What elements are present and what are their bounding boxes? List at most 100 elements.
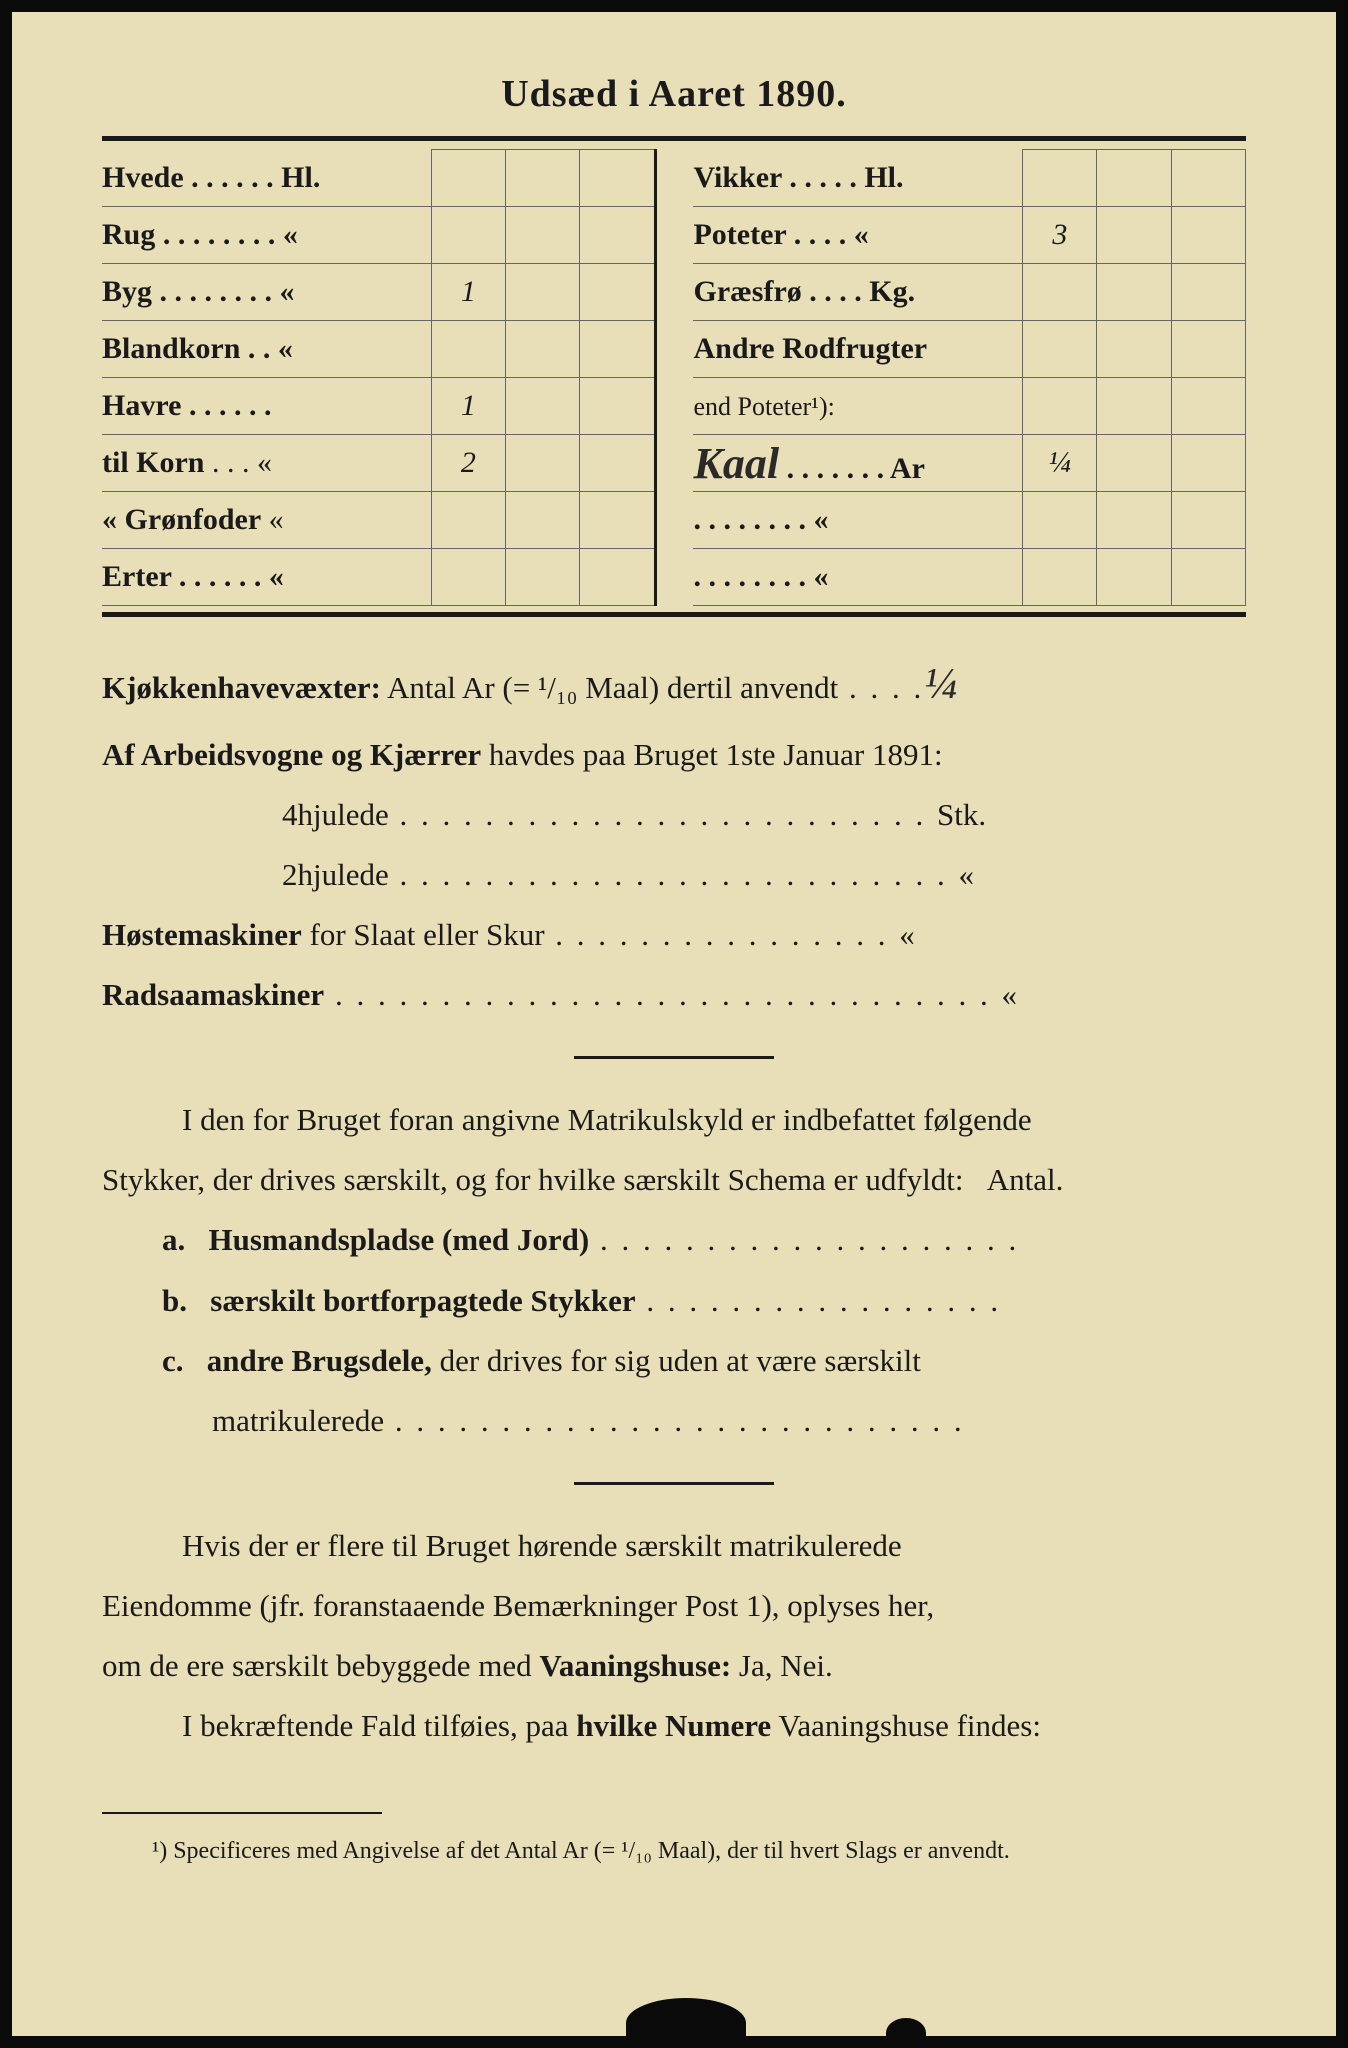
item-c-line2: matrikulerede . . . . . . . . . . . . . … xyxy=(102,1395,1246,1447)
table-row: Erter . . . . . . « . . . . . . . . « xyxy=(102,549,1246,606)
page-title: Udsæd i Aaret 1890. xyxy=(102,72,1246,116)
data-cell xyxy=(505,207,579,264)
line-arbeids: Af Arbeidsvogne og Kjærrer havdes paa Br… xyxy=(102,729,1246,781)
row-label-left: « Grønfoder « xyxy=(102,492,431,549)
data-cell xyxy=(580,321,655,378)
data-cell xyxy=(1023,492,1097,549)
data-cell xyxy=(1171,207,1245,264)
data-cell xyxy=(431,150,505,207)
row-label-left: Havre . . . . . . xyxy=(102,378,431,435)
column-divider xyxy=(655,549,693,606)
column-divider xyxy=(655,264,693,321)
line-radsaa: Radsaamaskiner . . . . . . . . . . . . .… xyxy=(102,969,1246,1021)
data-cell xyxy=(1023,150,1097,207)
data-cell xyxy=(1171,549,1245,606)
data-cell xyxy=(1097,321,1171,378)
document-page: Udsæd i Aaret 1890. Hvede . . . . . . Hl… xyxy=(0,0,1348,2048)
para2-line3: om de ere særskilt bebyggede med Vaaning… xyxy=(102,1640,1246,1692)
data-cell xyxy=(580,378,655,435)
row-label-right: . . . . . . . . « xyxy=(693,549,1022,606)
row-label-right: Græsfrø . . . . Kg. xyxy=(693,264,1022,321)
column-divider xyxy=(655,321,693,378)
row-label-right: . . . . . . . . « xyxy=(693,492,1022,549)
dots: . . . . . . . . . . . . . . . . . . . . … xyxy=(389,797,937,832)
item-c: c. andre Brugsdele, der drives for sig u… xyxy=(102,1335,1246,1387)
kjokken-text: Antal Ar (= ¹/₁₀ Maal) dertil anvendt xyxy=(381,670,838,705)
data-cell xyxy=(431,207,505,264)
data-cell xyxy=(1023,264,1097,321)
radsaa-unit: « xyxy=(1001,977,1017,1012)
para2c-text: om de ere særskilt bebyggede med xyxy=(102,1648,539,1683)
torn-edge-2 xyxy=(886,2018,926,2048)
para1-line2: Stykker, der drives særskilt, og for hvi… xyxy=(102,1154,1246,1206)
table-row: Hvede . . . . . . Hl. Vikker . . . . . Hl… xyxy=(102,150,1246,207)
data-cell xyxy=(1023,549,1097,606)
footnote-marker: ¹) xyxy=(152,1838,167,1864)
dots: . . . . . . . . . . . . . . . . xyxy=(545,917,900,952)
data-cell xyxy=(580,492,655,549)
data-cell xyxy=(1097,264,1171,321)
arbeids-label: Af Arbeidsvogne og Kjærrer xyxy=(102,737,481,772)
table-row: Rug . . . . . . . . «Poteter . . . . «3 xyxy=(102,207,1246,264)
data-cell: 3 xyxy=(1023,207,1097,264)
table-row: « Grønfoder « . . . . . . . . « xyxy=(102,492,1246,549)
item-c-label: andre Brugsdele, xyxy=(207,1343,432,1378)
table-row: Byg . . . . . . . . «1Græsfrø . . . . Kg… xyxy=(102,264,1246,321)
divider-1 xyxy=(574,1056,774,1059)
column-divider xyxy=(655,207,693,264)
row-label-right: Vikker . . . . . Hl. xyxy=(693,150,1022,207)
item-c-letter: c. xyxy=(162,1343,184,1378)
data-cell xyxy=(505,435,579,492)
kjokken-value: ¼ xyxy=(924,659,957,708)
seed-table: Hvede . . . . . . Hl. Vikker . . . . . Hl… xyxy=(102,149,1246,606)
data-cell xyxy=(1171,264,1245,321)
para1b-text: Stykker, der drives særskilt, og for hvi… xyxy=(102,1162,963,1197)
column-divider xyxy=(655,150,693,207)
data-cell xyxy=(1097,207,1171,264)
data-cell xyxy=(1097,378,1171,435)
item-a: a. Husmandspladse (med Jord) . . . . . .… xyxy=(102,1214,1246,1266)
data-cell xyxy=(505,264,579,321)
2hj-label: 2hjulede xyxy=(282,857,389,892)
table-row: Blandkorn . . « Andre Rodfrugter xyxy=(102,321,1246,378)
column-divider xyxy=(655,435,693,492)
arbeids-text: havdes paa Bruget 1ste Januar 1891: xyxy=(481,737,942,772)
table-row: til Korn . . . «2Kaal . . . . . . . Ar¼ xyxy=(102,435,1246,492)
data-cell xyxy=(505,492,579,549)
data-cell xyxy=(505,549,579,606)
row-label-left: Blandkorn . . « xyxy=(102,321,431,378)
data-cell xyxy=(580,264,655,321)
hoste-text: for Slaat eller Skur xyxy=(302,917,545,952)
row-label-right: Andre Rodfrugter xyxy=(693,321,1022,378)
row-label-left: Hvede . . . . . . Hl. xyxy=(102,150,431,207)
line-hoste: Høstemaskiner for Slaat eller Skur . . .… xyxy=(102,909,1246,961)
row-label-left: Erter . . . . . . « xyxy=(102,549,431,606)
data-cell xyxy=(580,150,655,207)
data-cell xyxy=(1097,492,1171,549)
data-cell xyxy=(1023,321,1097,378)
data-cell xyxy=(431,321,505,378)
data-cell: 1 xyxy=(431,378,505,435)
item-b-label: særskilt bortforpagtede Stykker xyxy=(210,1283,635,1318)
data-cell xyxy=(1171,150,1245,207)
item-c-rest: der drives for sig uden at være særskilt xyxy=(432,1343,921,1378)
column-divider xyxy=(655,378,693,435)
para3a-text: I bekræftende Fald tilføies, paa xyxy=(182,1708,576,1743)
line-kjokken: Kjøkkenhavevæxter: Antal Ar (= ¹/₁₀ Maal… xyxy=(102,647,1246,721)
data-cell: ¼ xyxy=(1023,435,1097,492)
antal-label: Antal. xyxy=(987,1162,1064,1197)
dots: . . . . . . . . . . . . . . . . . . . . … xyxy=(384,1403,965,1438)
data-cell xyxy=(1171,492,1245,549)
item-b: b. særskilt bortforpagtede Stykker . . .… xyxy=(102,1275,1246,1327)
para3a-end: Vaaningshuse findes: xyxy=(771,1708,1041,1743)
para3a-bold: hvilke Numere xyxy=(576,1708,771,1743)
dots: . . . . . . . . . . . . . . . . . . . . xyxy=(589,1222,1019,1257)
row-label-left: til Korn . . . « xyxy=(102,435,431,492)
4hj-unit: Stk. xyxy=(937,797,986,832)
dots: . . . . . . . . . . . . . . . . . xyxy=(636,1283,1002,1318)
data-cell xyxy=(580,549,655,606)
column-divider xyxy=(655,492,693,549)
data-cell xyxy=(1023,378,1097,435)
hoste-unit: « xyxy=(899,917,915,952)
data-cell xyxy=(505,321,579,378)
